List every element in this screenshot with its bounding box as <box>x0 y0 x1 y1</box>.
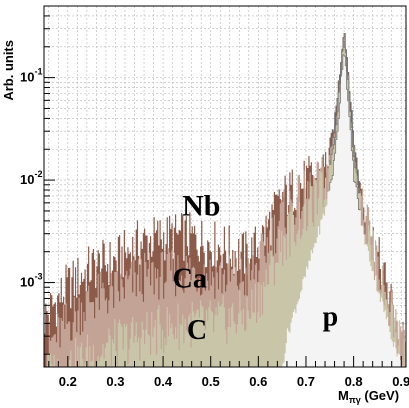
series-p <box>279 54 406 367</box>
x-tick-labels: 0.2 0.3 0.4 0.5 0.6 0.7 0.8 0.9 <box>59 374 409 389</box>
plot-frame <box>43 5 407 368</box>
series-p-peak-outline <box>328 54 361 211</box>
x-tick-label: 0.8 <box>345 374 363 389</box>
y-tick-base: 10 <box>20 275 34 290</box>
x-axis-title-main: M <box>338 388 349 403</box>
x-axis-title: Mπγ (GeV) <box>338 388 399 405</box>
peak-outline-group <box>328 33 361 211</box>
y-tick-base: 10 <box>20 172 34 187</box>
y-tick-label: 10-3 <box>20 272 42 290</box>
x-axis-title-sub: πγ <box>349 395 361 405</box>
series-label-nb: Nb <box>182 190 220 223</box>
y-tick-label: 10-2 <box>20 169 42 187</box>
y-tick-exponent: -3 <box>34 272 42 282</box>
y-axis-title: Arb. units <box>1 40 16 101</box>
x-tick-label: 0.4 <box>154 374 173 389</box>
x-tick-label: 0.6 <box>249 374 267 389</box>
y-tick-base: 10 <box>20 70 34 85</box>
y-tick-labels: 10-310-210-1 <box>20 67 42 290</box>
series-label-c: C <box>187 315 207 346</box>
series-labels: Nb Ca C p <box>173 190 339 347</box>
x-tick-label: 0.3 <box>106 374 124 389</box>
series-group <box>44 33 406 367</box>
x-tick-label: 0.7 <box>297 374 315 389</box>
x-tick-label: 0.9 <box>392 374 409 389</box>
series-label-p: p <box>323 302 339 333</box>
y-tick-exponent: -1 <box>34 67 42 77</box>
x-tick-label: 0.5 <box>202 374 220 389</box>
series-label-ca: Ca <box>173 263 207 294</box>
series-C-peak-outline <box>328 41 361 194</box>
x-tick-label: 0.2 <box>59 374 77 389</box>
tick-marks <box>44 5 402 367</box>
y-tick-exponent: -2 <box>34 169 42 179</box>
y-tick-label: 10-1 <box>20 67 42 85</box>
x-axis-title-unit: (GeV) <box>361 388 399 403</box>
